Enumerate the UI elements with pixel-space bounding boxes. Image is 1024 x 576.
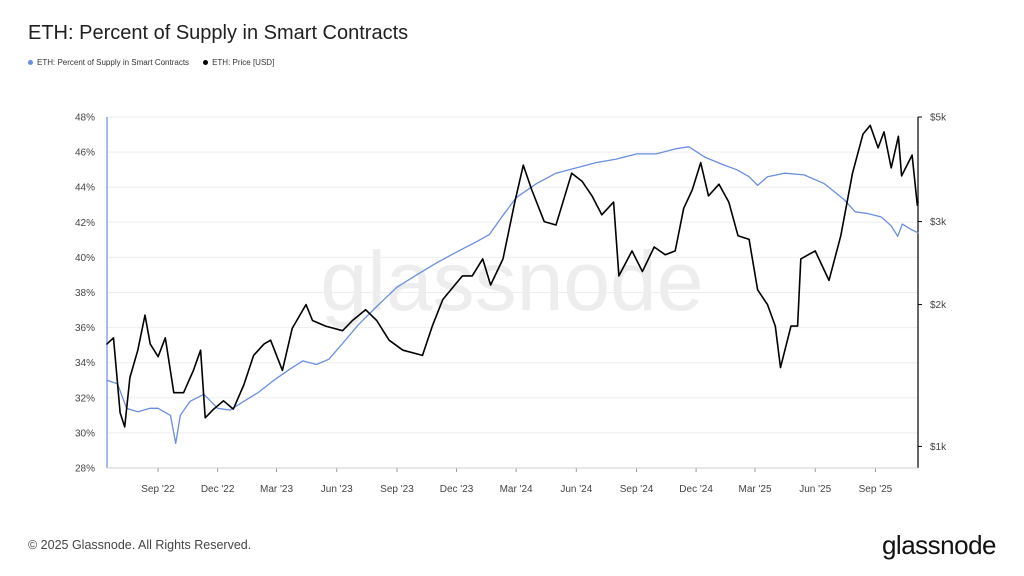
copyright: © 2025 Glassnode. All Rights Reserved.: [28, 538, 252, 552]
legend-dot-supply: [28, 60, 33, 65]
series-line-supply: [106, 146, 919, 445]
x-tick-label: Mar '25: [738, 484, 771, 495]
y-left-tick-label: 48%: [75, 113, 95, 124]
y-left-tick-label: 28%: [75, 464, 95, 475]
chart-title: ETH: Percent of Supply in Smart Contract…: [28, 22, 409, 44]
x-tick-label: Mar '23: [260, 484, 293, 495]
x-tick-label: Jun '25: [799, 484, 831, 495]
y-right-tick-label: $2k: [930, 300, 947, 311]
x-tick-label: Sep '24: [620, 484, 654, 495]
y-right-tick-label: $3k: [930, 217, 947, 228]
legend-dot-price: [203, 60, 209, 65]
y-left-tick-label: 36%: [75, 323, 95, 334]
x-tick-label: Sep '22: [141, 484, 175, 495]
y-left-tick-label: 34%: [75, 358, 95, 369]
x-tick-label: Jun '23: [321, 484, 353, 495]
series-line-price: [106, 124, 919, 428]
legend-label-supply: ETH: Percent of Supply in Smart Contract…: [37, 58, 190, 67]
legend-label-price: ETH: Price [USD]: [212, 58, 275, 67]
axes: 28% 30% 32% 34% 36% 38% 40% 42% 44% 46% 48% $1k $2k $…: [75, 113, 947, 496]
x-tick-label: Sep '25: [859, 484, 893, 495]
y-right-tick-label: $1k: [930, 442, 947, 453]
y-left-tick-label: 40%: [75, 253, 95, 264]
watermark: glassnode: [321, 234, 704, 328]
y-left-tick-label: 42%: [75, 218, 95, 229]
y-right-tick-label: $5k: [930, 113, 947, 124]
legend: ETH: Percent of Supply in Smart Contract…: [28, 58, 274, 67]
x-tick-label: Dec '22: [201, 484, 235, 495]
y-left-tick-label: 38%: [75, 288, 95, 299]
x-tick-label: Jun '24: [560, 484, 592, 495]
legend-item-supply[interactable]: ETH: Percent of Supply in Smart Contract…: [28, 58, 189, 67]
series-group: [106, 124, 919, 445]
x-tick-label: Dec '24: [679, 484, 713, 495]
y-left-tick-label: 44%: [75, 183, 95, 194]
legend-item-price[interactable]: ETH: Price [USD]: [203, 58, 274, 67]
y-left-tick-label: 30%: [75, 428, 95, 439]
y-left-tick-label: 46%: [75, 148, 95, 159]
x-tick-label: Sep '23: [380, 484, 414, 495]
grid-lines: [107, 116, 918, 469]
brand-logo: glassnode: [881, 530, 997, 560]
x-tick-label: Dec '23: [440, 484, 474, 495]
x-tick-label: Mar '24: [500, 484, 533, 495]
y-left-tick-label: 32%: [75, 393, 95, 404]
